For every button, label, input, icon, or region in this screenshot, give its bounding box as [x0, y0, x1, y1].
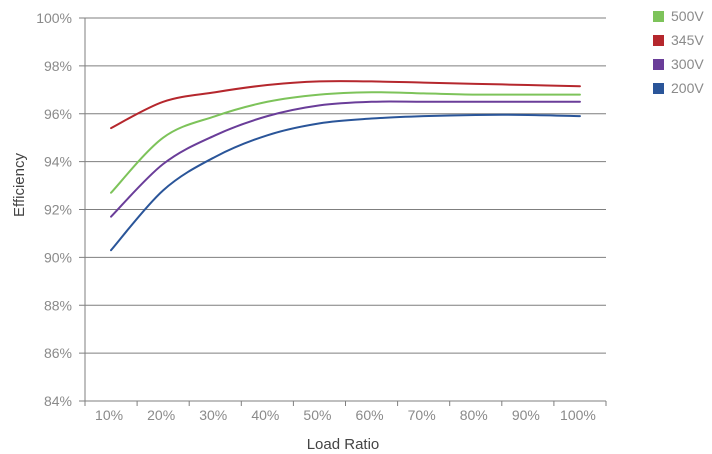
legend-swatch — [653, 35, 664, 46]
series-line-345v — [110, 80, 581, 130]
y-tick-label: 90% — [44, 249, 72, 265]
legend-label: 300V — [671, 56, 704, 72]
y-tick-label: 96% — [44, 106, 72, 122]
x-tick-label: 50% — [303, 407, 331, 423]
legend-label: 345V — [671, 32, 704, 48]
x-tick-label: 80% — [460, 407, 488, 423]
y-tick-label: 98% — [44, 58, 72, 74]
legend-swatch — [653, 83, 664, 94]
y-tick-label: 84% — [44, 393, 72, 409]
x-tick-label: 40% — [251, 407, 279, 423]
y-tick-label: 88% — [44, 297, 72, 313]
x-tick-label: 30% — [199, 407, 227, 423]
y-tick-label: 100% — [36, 10, 72, 26]
x-tick-label: 20% — [147, 407, 175, 423]
y-tick-label: 86% — [44, 345, 72, 361]
legend-label: 500V — [671, 8, 704, 24]
x-tick-label: 60% — [356, 407, 384, 423]
x-tick-label: 100% — [560, 407, 596, 423]
x-axis-label: Load Ratio — [307, 436, 380, 453]
y-tick-label: 92% — [44, 202, 72, 218]
x-tick-label: 10% — [95, 407, 123, 423]
series-line-200v — [110, 113, 581, 252]
legend-swatch — [653, 11, 664, 22]
tick-labels: 84% 86% 88% 90% 92% 94% 96% 98% 100% 10% 20% 30% 40%… — [36, 10, 596, 423]
legend: 500V 345V 300V 200V — [653, 8, 704, 96]
y-tick-label: 94% — [44, 154, 72, 170]
x-tick-label: 90% — [512, 407, 540, 423]
axes — [84, 18, 607, 406]
x-tick-label: 70% — [408, 407, 436, 423]
legend-label: 200V — [671, 80, 704, 96]
series-line-300v — [110, 100, 581, 218]
series-lines — [110, 80, 581, 252]
series-line-500v — [110, 91, 581, 194]
legend-swatch — [653, 59, 664, 70]
y-axis-label: Efficiency — [11, 153, 28, 217]
grid-lines — [79, 17, 606, 402]
